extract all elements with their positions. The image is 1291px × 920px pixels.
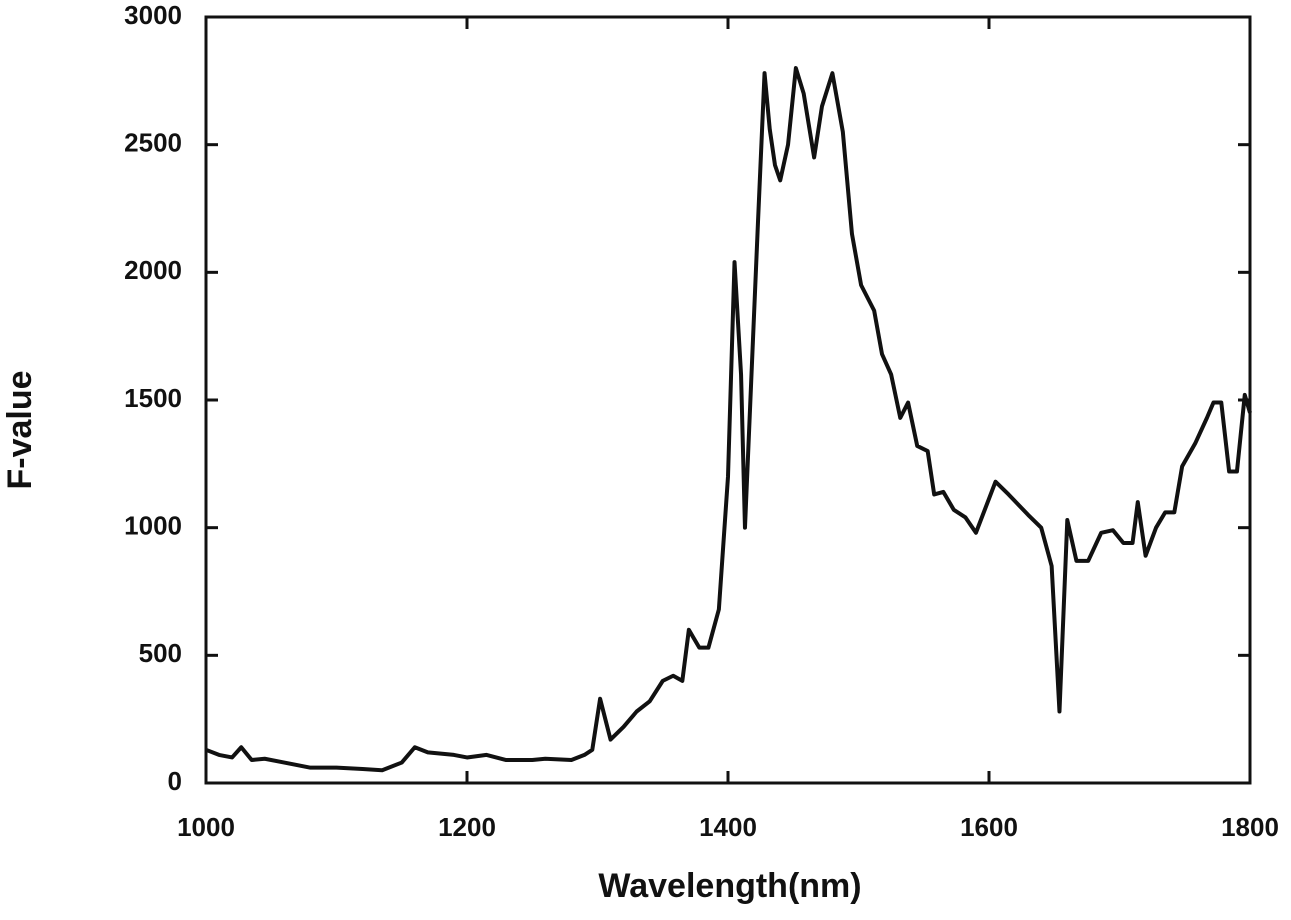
y-tick-label: 3000 <box>124 0 182 30</box>
y-tick-label: 2000 <box>124 255 182 285</box>
x-tick-label: 1400 <box>699 812 757 842</box>
x-tick-label: 1600 <box>960 812 1018 842</box>
x-tick-label: 1200 <box>438 812 496 842</box>
data-line <box>205 66 1252 773</box>
y-tick-label: 1000 <box>124 511 182 541</box>
y-tick-label: 0 <box>168 766 182 796</box>
y-tick-label: 1500 <box>124 383 182 413</box>
y-tick-label: 500 <box>139 638 182 668</box>
x-axis-label: Wavelength(nm) <box>598 867 861 905</box>
plot-frame <box>204 15 1252 785</box>
x-tick-label: 1000 <box>177 812 235 842</box>
y-tick-label: 2500 <box>124 128 182 158</box>
y-axis-label: F-value <box>1 370 39 489</box>
x-tick-label: 1800 <box>1221 812 1279 842</box>
